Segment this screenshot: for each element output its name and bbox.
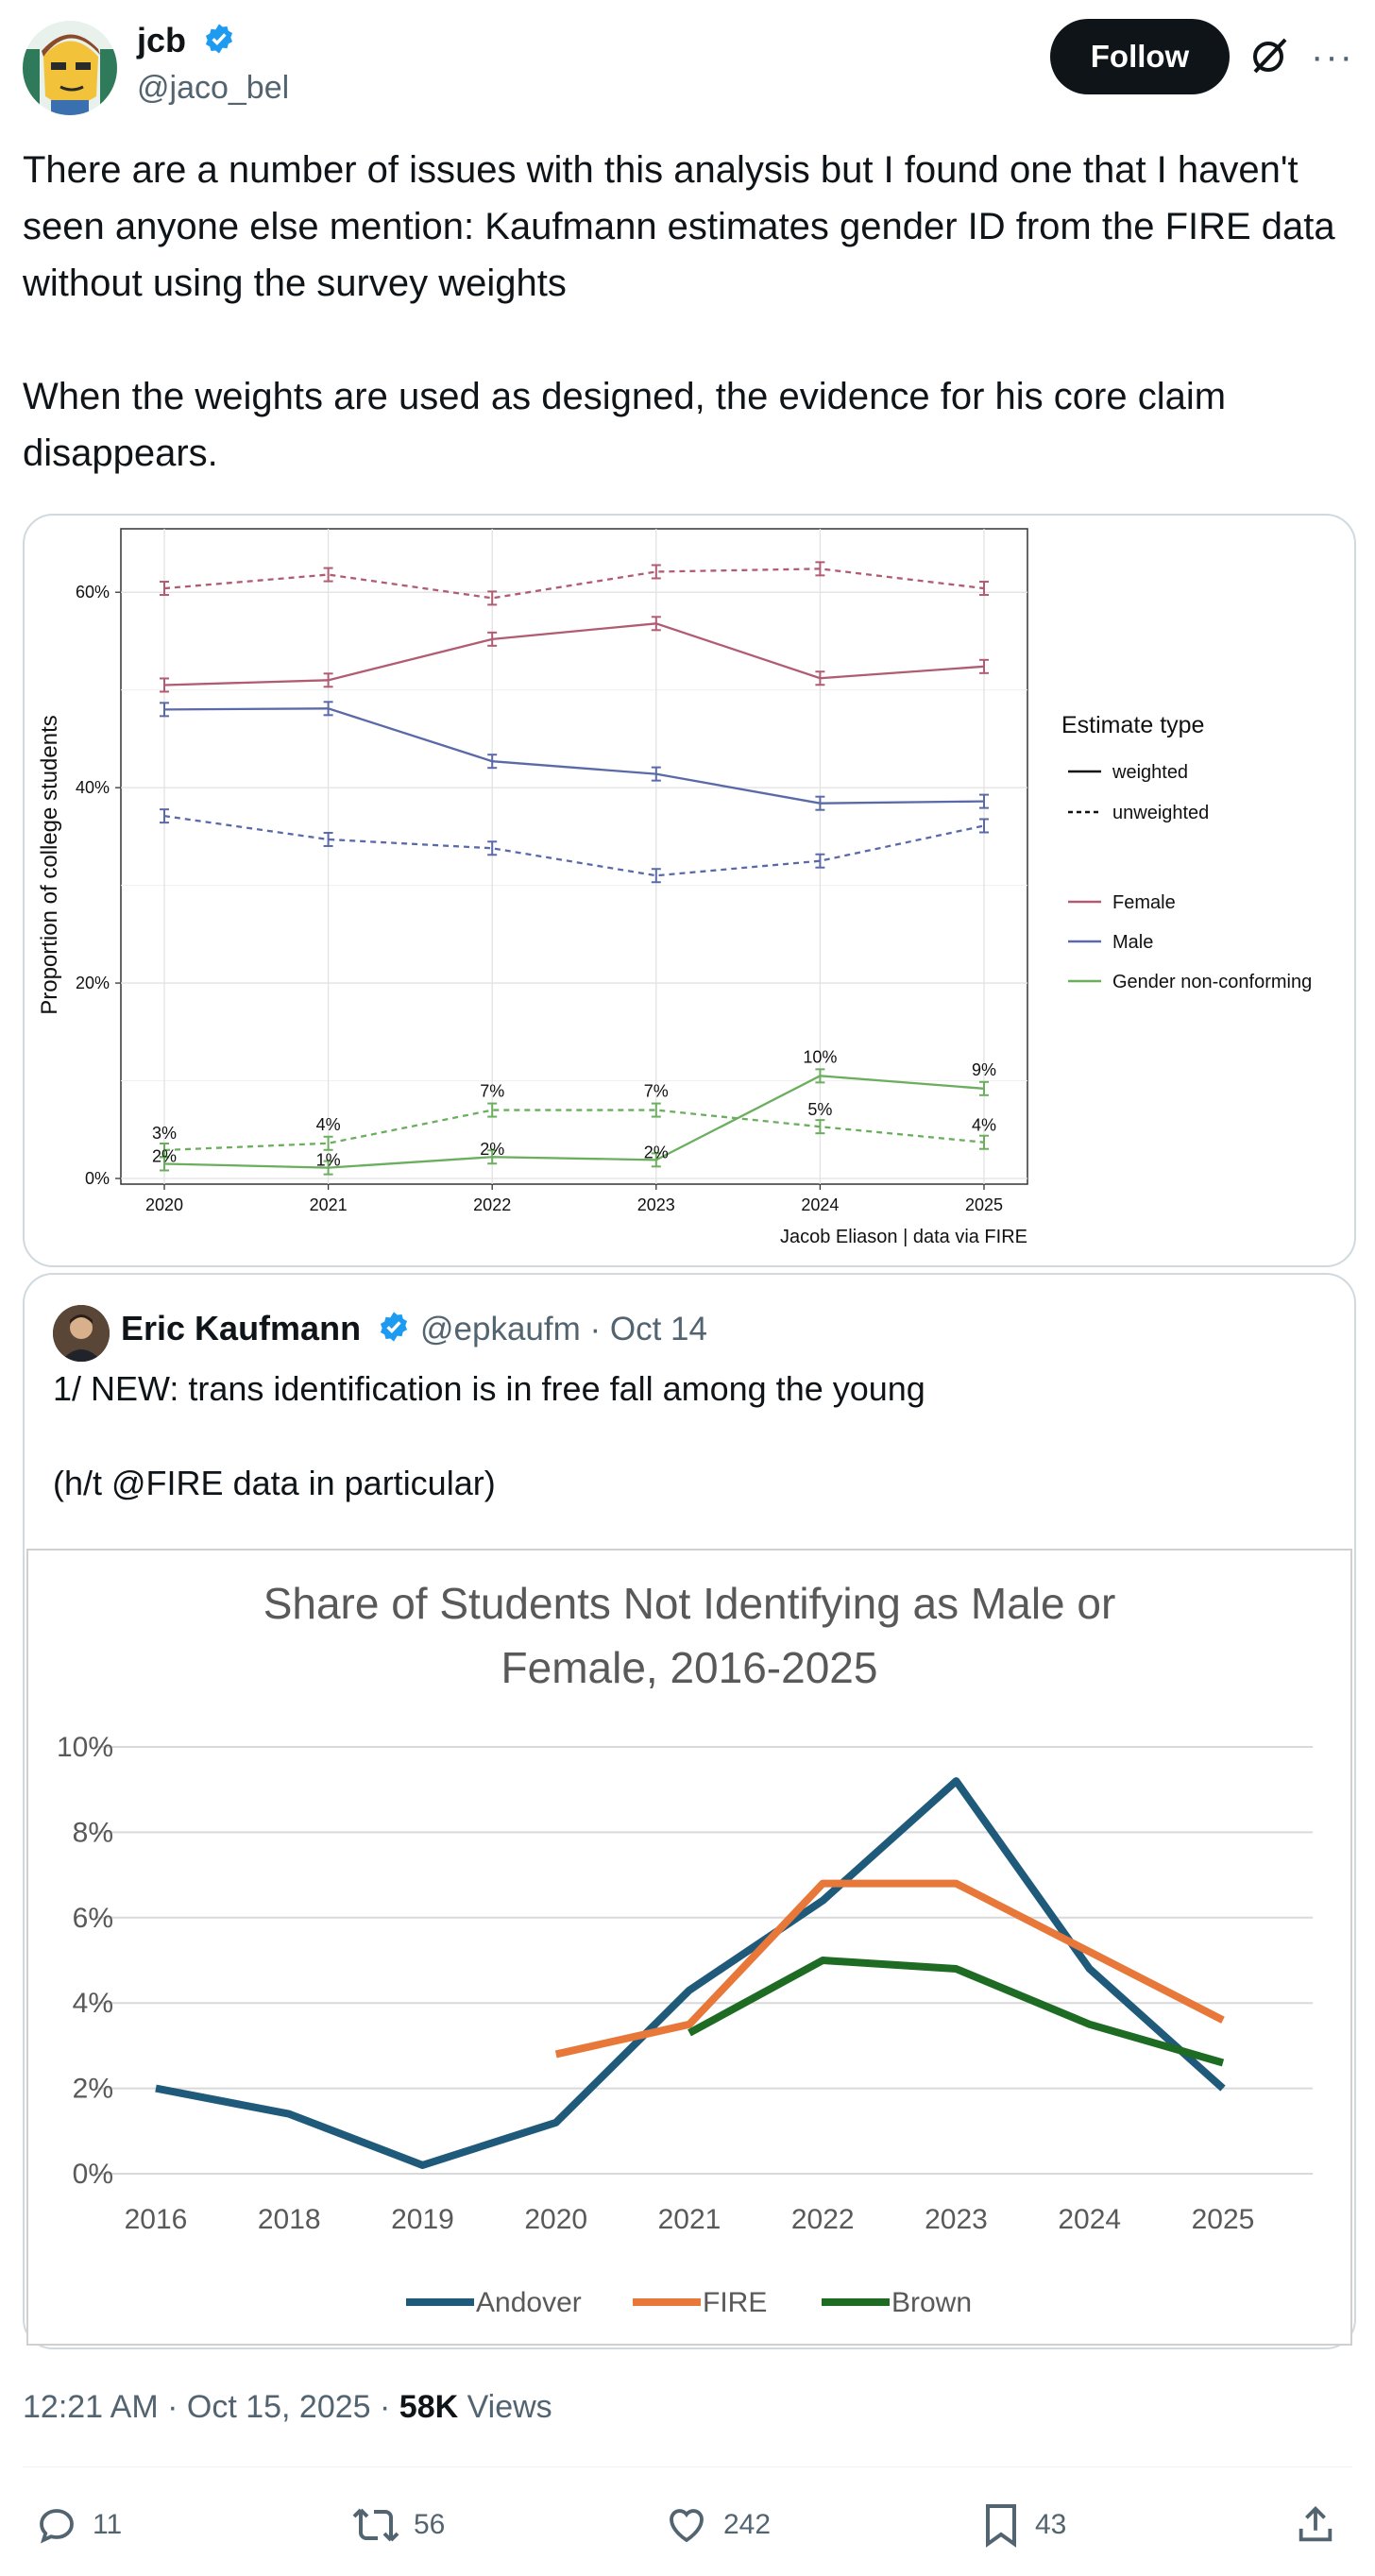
legend-unweighted: unweighted [1112,803,1209,823]
chart-caption: Jacob Eliason | data via FIRE [780,1227,1027,1247]
gnc-unweighted-data-label: 7% [644,1082,669,1101]
y-tick-label: 0% [85,1169,110,1188]
quoted-tweet-text: 1/ NEW: trans identification is in free … [53,1369,925,1502]
x-tick-label: 2020 [524,2204,587,2235]
gnc-unweighted-data-label: 5% [807,1100,832,1119]
x-tick-label: 2024 [801,1195,839,1214]
legend-female: Female [1112,892,1176,913]
x-tick-label: 2021 [658,2204,721,2235]
series-line-andover [155,1777,1226,2169]
series-line-brown [688,1957,1225,2067]
y-tick-label: 40% [76,778,110,797]
x-tick-label: 2018 [258,2204,321,2235]
quoted-verified-badge-icon [378,1311,410,1351]
tweet-timestamp[interactable]: 12:21 AM · Oct 15, 2025 · 58K Views [23,2389,552,2426]
divider [23,2466,1352,2467]
x-tick-label: 2016 [125,2204,188,2235]
x-tick-label: 2019 [391,2204,454,2235]
quoted-author-name[interactable]: Eric Kaufmann [121,1309,410,1351]
more-options-icon[interactable]: ··· [1311,36,1354,77]
bookmark-icon [986,2504,1016,2548]
y-tick-label: 4% [73,1988,113,2019]
legend-weighted: weighted [1112,762,1188,783]
series-line-gender-non-conforming-unweighted [163,1109,985,1152]
series-line-male-unweighted [163,814,985,877]
share-icon [1299,2506,1333,2542]
follow-button[interactable]: Follow [1050,19,1230,94]
legend-label-fire: FIRE [703,2287,767,2318]
plot-panel [120,528,1028,1185]
author-handle[interactable]: @jaco_bel [137,70,290,106]
repost-button[interactable]: 56 [351,2502,445,2548]
y-tick-label: 60% [76,583,110,602]
gnc-weighted-data-label: 1% [316,1151,341,1170]
like-count: 242 [723,2509,772,2540]
author-name-text[interactable]: jcb [137,21,187,59]
gnc-weighted-data-label: 2% [644,1143,669,1161]
reply-icon [40,2509,74,2544]
reply-button[interactable]: 11 [34,2502,122,2548]
heart-icon [670,2509,704,2543]
gnc-unweighted-data-label: 7% [480,1082,504,1101]
legend-label-brown: Brown [891,2287,972,2318]
y-tick-label: 10% [57,1732,113,1763]
quoted-author-name-text[interactable]: Eric Kaufmann [121,1309,362,1347]
verified-badge-icon [203,23,235,63]
y-tick-label: 8% [73,1817,113,1848]
author-avatar[interactable] [23,21,117,115]
share-button[interactable] [1294,2502,1337,2548]
y-tick-label: 20% [76,974,110,992]
weighted-chart-card[interactable]: 0% 20% 40% 60% 2020 2021 2022 2023 2024 2025 2% 3% 1… [23,514,1356,1267]
repost-count: 56 [414,2509,446,2540]
legend-label-andover: Andover [476,2287,582,2318]
series-line-fire [554,1879,1225,2059]
x-tick-label: 2023 [925,2204,988,2235]
weighted-chart: 0% 20% 40% 60% 2020 2021 2022 2023 2024 2025 2% 3% 1… [37,528,1312,1247]
gnc-weighted-data-label: 2% [152,1146,177,1165]
x-tick-label: 2022 [473,1195,511,1214]
kaufmann-chart[interactable]: Share of Students Not Identifying as Mal… [26,1549,1352,2346]
gnc-unweighted-data-label: 4% [972,1116,996,1135]
x-tick-label: 2021 [310,1195,348,1214]
x-tick-label: 2022 [791,2204,855,2235]
repost-icon [352,2508,399,2542]
gnc-weighted-data-label: 10% [803,1047,837,1066]
like-button[interactable]: 242 [663,2502,771,2548]
y-axis-label: Proportion of college students [37,715,62,1015]
y-tick-label: 0% [73,2159,113,2190]
x-tick-label: 2025 [1192,2204,1255,2235]
gnc-unweighted-data-label: 3% [152,1124,177,1143]
x-tick-label: 2024 [1058,2204,1121,2235]
tweet-text: There are a number of issues with this a… [23,149,1335,474]
legend-male: Male [1112,932,1153,953]
bookmark-button[interactable]: 43 [980,2502,1066,2548]
kaufmann-chart-svg: Share of Students Not Identifying as Mal… [57,1579,1313,2318]
x-tick-label: 2025 [965,1195,1003,1214]
views-count: 58K [399,2389,459,2425]
x-tick-label: 2023 [637,1195,675,1214]
y-tick-label: 2% [73,2074,113,2105]
timestamp-text[interactable]: 12:21 AM · Oct 15, 2025 · [23,2389,399,2425]
legend-title: Estimate type [1061,712,1204,738]
series-line-male-weighted [163,707,985,805]
chart2-title-line1: Share of Students Not Identifying as Mal… [263,1579,1116,1628]
chart2-title-line2: Female, 2016-2025 [501,1643,878,1692]
quoted-handle-date[interactable]: @epkaufm · Oct 14 [420,1311,707,1347]
x-tick-label: 2020 [145,1195,183,1214]
views-label: Views [458,2389,552,2425]
legend-gnc: Gender non-conforming [1112,972,1312,992]
quoted-author-avatar[interactable] [53,1305,110,1362]
grok-icon[interactable] [1249,34,1291,80]
gnc-unweighted-data-label: 4% [316,1115,341,1134]
bookmark-count: 43 [1035,2509,1067,2540]
series-line-female-unweighted [163,568,985,600]
reply-count: 11 [93,2509,123,2540]
gnc-weighted-data-label: 2% [480,1140,504,1159]
series-line-female-weighted [163,622,985,686]
series-line-gender-non-conforming-weighted [163,1075,985,1169]
author-name[interactable]: jcb [137,21,235,63]
y-tick-label: 6% [73,1903,113,1934]
gnc-weighted-data-label: 9% [972,1060,996,1079]
